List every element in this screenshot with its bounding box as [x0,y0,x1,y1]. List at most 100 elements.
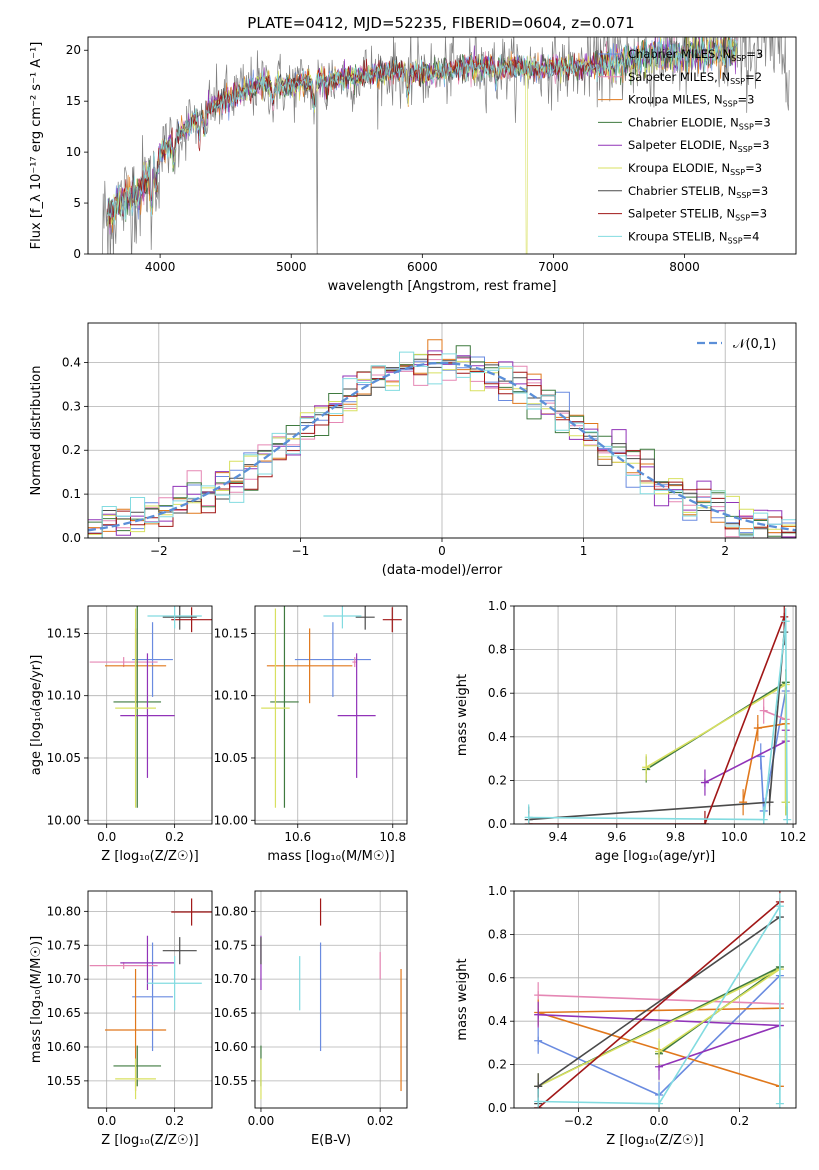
model-spectrum-line [107,50,609,228]
x-tick-label: 0.2 [165,1114,184,1128]
model-spectrum-line [107,37,738,235]
y-axis-label: Normed distribution [29,366,44,496]
errorbar-point [147,606,202,629]
x-tick-label: 7000 [538,260,569,274]
panel-weight-vs-Z: −0.2 0.0 0.2 0.0 0.2 0.4 0.6 0.8 1.0 Z [log₁₀(Z/Z… [455,884,797,1148]
x-tick-label: 10.8 [379,830,406,844]
plot-marks [261,606,402,808]
x-tick-label: 6000 [407,260,438,274]
x-tick-label: −1 [292,544,310,558]
ssp-series [524,606,789,824]
panel-residual-histogram: −2 −1 0 1 2 0.0 0.1 0.2 0.3 0.4 (data-model)/error… [29,322,797,578]
model-spectrum-line [107,37,738,225]
y-tick-label: 0.4 [488,1014,507,1028]
plot-marks [534,891,784,1108]
y-tick-label: 10.65 [214,1006,248,1020]
x-tick-label: 0.00 [248,1114,275,1128]
legend-entry: Kroupa ELODIE, NSSP=3 [628,161,762,177]
y-tick-label: 10.60 [214,1040,248,1054]
errorbar-point [115,608,156,808]
legend-entry: 𝒩(0,1) [733,337,776,352]
legend-entry: Salpeter STELIB, NSSP=3 [628,207,767,223]
y-tick-label: 10.05 [214,751,248,765]
y-tick-label: 0.2 [488,773,507,787]
x-axis-label: Z [log₁₀(Z/Z☉)] [101,849,198,864]
y-tick-label: 10.55 [47,1074,81,1088]
x-tick-label: 5000 [276,260,307,274]
x-axis-label: Z [log₁₀(Z/Z☉)] [101,1133,198,1148]
y-tick-label: 10.00 [214,813,248,827]
axes-frame [87,605,213,825]
y-tick-label: 10 [66,145,81,159]
errorbar-point [132,622,173,697]
ssp-series [524,608,792,824]
y-tick-label: 0.4 [62,355,81,369]
y-tick-label: 10.75 [47,938,81,952]
y-tick-label: 10.15 [47,626,81,640]
errorbar-point [120,653,175,778]
legend-entry: Salpeter MILES, NSSP=2 [628,70,762,86]
errorbar-point [115,1058,156,1100]
y-tick-label: 10.75 [214,938,248,952]
panel-age-vs-mass: 10.6 10.8 10.00 10.05 10.10 10.15 mass [log₁₀(… [214,605,408,864]
y-tick-label: 0.0 [488,1101,507,1115]
y-tick-label: 10.15 [214,626,248,640]
ssp-series [739,710,790,816]
normal-curve [88,361,796,532]
x-axis-label: mass [log₁₀(M/M☉)] [267,849,394,864]
ssp-line [538,994,780,1005]
ssp-line [742,722,786,803]
histogram-step [88,351,796,538]
y-tick-label: 0.2 [488,1058,507,1072]
ssp-line [645,680,787,803]
x-tick-label: 2 [721,544,729,558]
y-tick-label: 0.3 [62,399,81,413]
y-tick-label: 5 [73,196,81,210]
panel-weight-vs-age: 9.4 9.6 9.8 10.0 10.2 0.0 0.2 0.4 0.6 0.8 1.0 age [… [455,599,806,864]
errorbar-point [337,653,376,778]
x-tick-label: 0.2 [730,1114,749,1128]
y-tick-label: 15 [66,94,81,108]
ssp-line [528,616,785,824]
errorbar-point [113,606,162,808]
x-axis-label: wavelength [Angstrom, rest frame] [328,279,557,294]
ssp-line [528,621,788,821]
y-tick-label: 10.00 [47,813,81,827]
y-tick-label: 20 [66,43,81,57]
y-axis-label: mass [log₁₀(M/M☉)] [29,936,44,1063]
x-tick-label: 1 [580,544,588,558]
errorbar-point [294,622,371,697]
y-tick-label: 1.0 [488,884,507,898]
y-axis-label: mass weight [455,674,470,756]
legend-entry: Salpeter ELODIE, NSSP=3 [628,138,770,154]
errorbar-point [120,935,175,991]
ssp-series [534,893,784,1108]
x-tick-label: 0.2 [165,830,184,844]
figure-title: PLATE=0412, MJD=52235, FIBERID=0604, z=0… [247,14,634,32]
y-axis-label: age [log₁₀(age/yr)] [29,655,44,776]
y-tick-label: 0.6 [488,971,507,985]
x-tick-label: 0 [438,544,446,558]
axes-frame [513,890,797,1109]
x-axis-label: E(B-V) [311,1133,351,1148]
legend: Chabrier MILES, NSSP=3 Salpeter MILES, NS… [598,47,771,245]
x-tick-label: 8000 [669,260,700,274]
errorbar-point [113,1045,162,1087]
panel-mass-vs-Z: 0.0 0.2 10.55 10.60 10.65 10.70 10.75 10.80 Z [l… [29,890,213,1148]
legend-entry: Chabrier STELIB, NSSP=3 [628,184,768,200]
x-tick-label: 0.0 [97,830,116,844]
x-tick-label: −2 [150,544,168,558]
plot-marks [102,37,790,254]
x-tick-label: 0.0 [97,1114,116,1128]
legend-entry: Kroupa STELIB, NSSP=4 [628,229,759,245]
x-tick-label: 9.6 [607,830,626,844]
x-tick-label: 9.8 [666,830,685,844]
legend-entry: Chabrier MILES, NSSP=3 [628,47,763,63]
y-tick-label: 10.70 [47,972,81,986]
y-tick-label: 10.55 [214,1074,248,1088]
y-tick-label: 0.2 [62,443,81,457]
y-tick-label: 10.80 [214,904,248,918]
x-tick-label: 10.6 [284,830,311,844]
